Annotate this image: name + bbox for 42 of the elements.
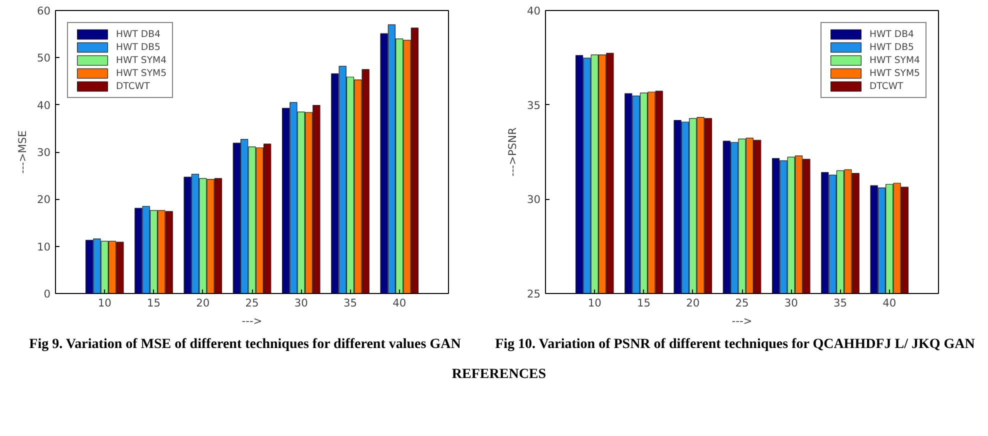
caption: Fig 10. Variation of PSNR of different techniques for QCAHHDFJ L/ JKQ GAN: [495, 336, 975, 354]
x-tick-label: 15: [636, 296, 651, 310]
y-tick-label: 25: [526, 288, 541, 300]
x-tick-label: 40: [392, 296, 406, 310]
x-axis-title: --->: [242, 314, 262, 328]
y-tick-label: 30: [36, 146, 51, 159]
x-tick-label: 25: [245, 296, 259, 310]
legend-label: HWT SYM5: [116, 67, 167, 79]
y-tick-label: 35: [526, 98, 541, 112]
legend-label: HWT SYM5: [869, 67, 920, 79]
legend-label: HWT DB4: [116, 28, 160, 40]
y-tick-label: 60: [36, 4, 51, 18]
y-axis-title: --->MSE: [16, 130, 29, 174]
legend-label: HWT DB5: [116, 41, 160, 53]
x-tick-label: 10: [588, 296, 602, 310]
text: REFERENCES: [452, 366, 546, 384]
y-tick-label: 40: [36, 98, 51, 112]
x-tick-label: 35: [343, 296, 358, 310]
caption: Fig 9. Variation of MSE of different techniques for different values GAN: [29, 336, 461, 354]
y-tick-label: 10: [36, 240, 51, 254]
legend-label: HWT SYM4: [116, 54, 167, 66]
y-tick-label: 20: [36, 193, 51, 206]
legend-label: HWT SYM4: [869, 54, 920, 66]
y-tick-label: 30: [526, 193, 541, 206]
y-tick-label: 50: [36, 52, 51, 65]
y-tick-label: 40: [526, 4, 541, 18]
y-tick-label: 0: [44, 288, 51, 300]
x-tick-label: 30: [784, 296, 798, 310]
x-tick-label: 20: [686, 296, 700, 310]
y-axis-title: --->PSNR: [506, 126, 519, 177]
x-tick-label: 40: [882, 296, 896, 310]
legend-label: DTCWT: [116, 80, 150, 92]
x-tick-label: 20: [196, 296, 210, 310]
x-axis-title: --->: [732, 314, 752, 328]
legend-label: HWT DB4: [869, 28, 914, 40]
x-tick-label: 10: [98, 296, 112, 310]
x-tick-label: 15: [146, 296, 161, 310]
x-tick-label: 35: [833, 296, 848, 310]
legend-label: DTCWT: [869, 80, 904, 92]
legend-label: HWT DB5: [869, 41, 914, 53]
x-tick-label: 30: [294, 296, 308, 310]
x-tick-label: 25: [735, 296, 749, 310]
